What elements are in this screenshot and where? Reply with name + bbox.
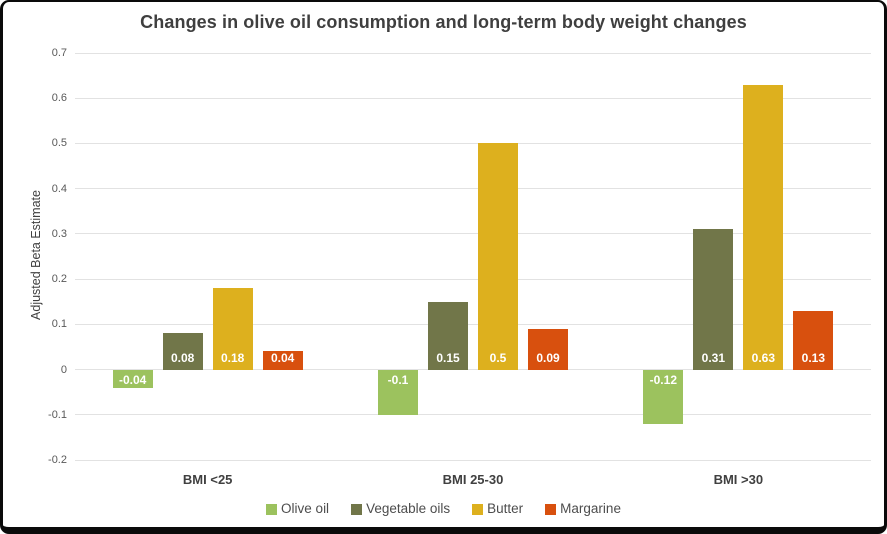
x-category-label: BMI >30 [713, 472, 764, 487]
gridline [75, 323, 871, 325]
legend-label: Margarine [560, 501, 621, 516]
bar-value-label: 0.13 [801, 350, 825, 365]
plot-area: 0.7 0.6 0.5 0.4 0.3 0.2 0.1 0 -0.1 -0.2 -0.04 0.08 0… [3, 2, 884, 527]
gridline [75, 188, 871, 190]
legend-swatch-olive-oil [266, 503, 278, 515]
legend: Olive oil Vegetable oils Butter Margarine [3, 502, 884, 516]
chart-title: Changes in olive oil consumption and lon… [140, 12, 747, 32]
bar-butter [212, 288, 253, 370]
bar-olive-oil [643, 369, 684, 424]
gridline [75, 97, 871, 99]
bar-value-label: 0.08 [170, 350, 195, 365]
bar-butter [743, 84, 784, 370]
legend-item-olive-oil: Olive oil [266, 502, 329, 516]
y-tick-label: 0 [60, 363, 67, 376]
y-tick-label: 0.7 [51, 47, 67, 59]
gridline [75, 52, 871, 54]
y-tick-label: -0.2 [48, 454, 67, 466]
gridline [75, 278, 871, 280]
legend-item-vegetable-oils: Vegetable oils [351, 502, 450, 516]
bar-value-label: 0.15 [436, 350, 460, 365]
y-tick-label: -0.1 [48, 408, 67, 421]
gridline [75, 459, 871, 461]
bar-vegetable-oils [428, 301, 468, 370]
legend-swatch-margarine [545, 503, 557, 515]
y-tick-label: 0.2 [51, 273, 67, 286]
legend-label: Butter [487, 501, 524, 516]
y-tick-label: 0.3 [51, 227, 67, 240]
bar-value-label: -0.04 [118, 372, 147, 387]
bar-value-label: -0.12 [649, 372, 677, 387]
gridline [75, 414, 871, 416]
y-tick-label: 0.1 [51, 318, 67, 331]
bar-value-label: -0.1 [387, 372, 409, 387]
legend-label: Olive oil [281, 501, 330, 516]
bar-vegetable-oils [693, 229, 734, 370]
bar-vegetable-oils [162, 333, 203, 370]
bar-value-label: 0.63 [751, 350, 775, 365]
bar-value-label: 0.31 [701, 350, 725, 365]
bar-value-label: 0.5 [489, 350, 507, 365]
bar-margarine [528, 328, 568, 370]
y-tick-label: 0.4 [51, 182, 67, 195]
legend-label: Vegetable oils [366, 501, 451, 516]
bar-butter [478, 143, 518, 370]
legend-item-margarine: Margarine [545, 502, 621, 516]
bar-olive-oil [378, 369, 418, 415]
legend-item-butter: Butter [472, 502, 523, 516]
x-category-label: BMI 25-30 [442, 472, 504, 487]
x-category-label: BMI <25 [182, 472, 233, 487]
bar-value-label: 0.18 [220, 350, 245, 365]
y-tick-label: 0.5 [51, 137, 67, 150]
legend-swatch-butter [472, 503, 484, 515]
bar-margarine [262, 351, 303, 370]
bar-margarine [793, 310, 834, 370]
legend-swatch-vegetable-oils [351, 503, 363, 515]
gridline [75, 369, 871, 371]
y-tick-label: 0.6 [51, 92, 67, 105]
gridline [75, 142, 871, 144]
bar-value-label: 0.04 [270, 350, 295, 365]
bar-olive-oil [112, 369, 153, 388]
bar-value-label: 0.09 [536, 350, 560, 365]
gridline [75, 233, 871, 235]
